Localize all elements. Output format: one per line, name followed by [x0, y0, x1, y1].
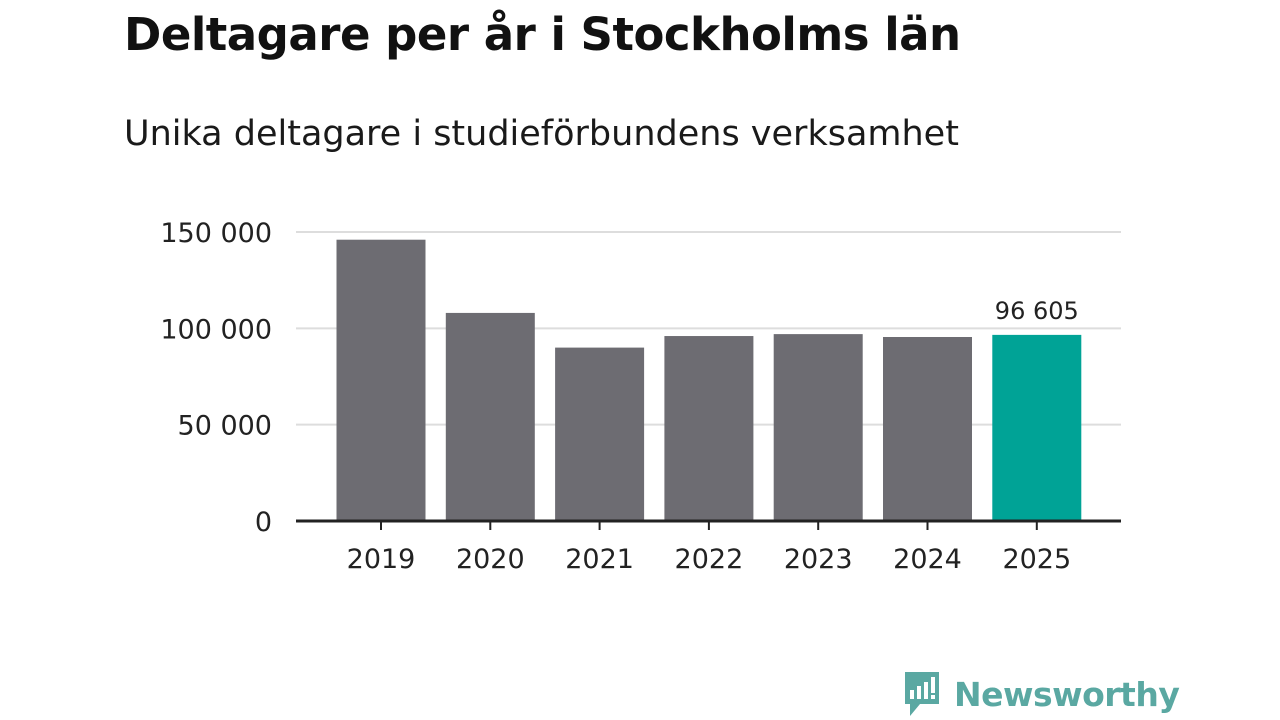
y-tick-label: 50 000 [178, 411, 272, 442]
y-tick-label: 100 000 [160, 314, 272, 345]
x-tick-label: 2023 [784, 544, 853, 575]
newsworthy-logo: Newsworthy [902, 670, 1180, 718]
x-tick-label: 2019 [347, 544, 416, 575]
x-tick-label: 2025 [1002, 544, 1071, 575]
chart-title: Deltagare per år i Stockholms län [124, 8, 961, 61]
bar-2020 [445, 312, 535, 521]
newsworthy-icon [905, 672, 939, 716]
x-tick-label: 2024 [893, 544, 962, 575]
x-tick-label: 2020 [456, 544, 525, 575]
bar-2021 [555, 347, 645, 521]
y-tick-label: 0 [255, 507, 272, 538]
bar-2023 [773, 334, 863, 521]
bar-2025 [992, 334, 1082, 521]
chart-subtitle: Unika deltagare i studieförbundens verks… [124, 114, 959, 154]
bar-2019 [336, 239, 426, 521]
x-tick-label: 2021 [565, 544, 634, 575]
data-label: 96 605 [995, 297, 1079, 325]
newsworthy-wordmark: Newsworthy [954, 674, 1180, 714]
bar-2022 [664, 336, 754, 521]
bar-2024 [883, 337, 972, 521]
x-tick-label: 2022 [675, 544, 744, 575]
y-tick-label: 150 000 [160, 218, 272, 249]
